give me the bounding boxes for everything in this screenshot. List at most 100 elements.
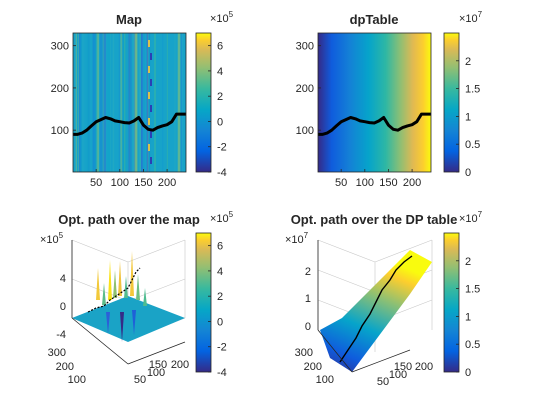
y-tick-label: 200 bbox=[56, 361, 74, 373]
surface-spike bbox=[130, 251, 134, 296]
heatmap-stripe bbox=[95, 33, 98, 172]
panel-dptable-title: dpTable bbox=[350, 12, 399, 27]
y-tick-label: 300 bbox=[48, 347, 66, 359]
colorbar-tick-label: 6 bbox=[217, 241, 223, 253]
heatmap-spike bbox=[150, 131, 152, 138]
colorbar-tick-label: 2 bbox=[465, 56, 471, 68]
panel-map: Map 50 100 150 200 100 200 300 -4 -2 0 2 4 6 ×105 bbox=[51, 10, 234, 189]
colorbar-tick-label: -4 bbox=[217, 367, 227, 379]
surface-dp-colorbar bbox=[443, 232, 460, 373]
map-colorbar-exponent: ×105 bbox=[210, 10, 234, 25]
map-optimal-path bbox=[73, 112, 186, 136]
surface-spike bbox=[136, 274, 140, 300]
heatmap-stripe bbox=[147, 33, 150, 172]
x-tick-label: 150 bbox=[379, 177, 397, 189]
heatmap-stripe bbox=[75, 33, 77, 172]
x-tick-label: 50 bbox=[377, 376, 389, 388]
colorbar-tick-label: 1 bbox=[465, 311, 471, 323]
surface-spike bbox=[120, 312, 124, 342]
x-tick-label: 150 bbox=[134, 177, 152, 189]
heatmap-stripe bbox=[177, 33, 181, 172]
y-tick-label: 300 bbox=[295, 347, 313, 359]
y-tick-label: 300 bbox=[296, 41, 314, 53]
heatmap-spike bbox=[150, 53, 152, 60]
heatmap-stripe bbox=[80, 33, 82, 172]
heatmap-stripe bbox=[174, 33, 176, 172]
x-tick-label: 100 bbox=[111, 177, 129, 189]
heatmap-stripe bbox=[146, 33, 149, 172]
z-tick-label: 0 bbox=[60, 301, 66, 313]
colorbar-tick-label: 0 bbox=[217, 316, 223, 328]
dptable-x-ticks: 50 100 150 200 bbox=[335, 169, 421, 189]
heatmap-stripe bbox=[107, 33, 111, 172]
surface-spike bbox=[143, 288, 147, 306]
heatmap-stripe bbox=[97, 33, 99, 172]
surface-map-z-exponent: ×105 bbox=[40, 231, 64, 246]
z-tick-label: 4 bbox=[60, 273, 66, 285]
panel-3d-dptable: Opt. path over the DP table ×107 2 1 0 300 2… bbox=[285, 210, 483, 388]
colorbar-tick-label: 4 bbox=[217, 266, 223, 278]
panel-3d-map-title: Opt. path over the map bbox=[58, 212, 200, 227]
x-tick-label: 200 bbox=[171, 359, 189, 371]
surface-dp-optimal-path bbox=[339, 255, 413, 363]
heatmap-stripe bbox=[88, 33, 90, 172]
map-heatmap-stripes bbox=[75, 33, 184, 172]
dptable-optimal-path bbox=[318, 112, 431, 136]
colorbar-tick-label: 0 bbox=[465, 167, 471, 179]
heatmap-spike bbox=[148, 144, 150, 151]
dptable-colorbar-ticks: 0 0.5 1 1.5 2 bbox=[456, 56, 480, 179]
panel-map-title: Map bbox=[116, 12, 142, 27]
surface-map-colorbar-exponent: ×105 bbox=[210, 210, 234, 225]
colorbar-tick-label: 2 bbox=[465, 256, 471, 268]
heatmap-stripe bbox=[87, 33, 90, 172]
x-tick-label: 100 bbox=[147, 367, 165, 379]
x-tick-label: 100 bbox=[356, 177, 374, 189]
y-tick-label: 200 bbox=[304, 361, 322, 373]
surface-dp-colorbar-ticks: 0 0.5 1 1.5 2 bbox=[456, 256, 480, 379]
heatmap-stripe bbox=[143, 33, 145, 172]
heatmap-stripe bbox=[127, 33, 129, 172]
surface-map-colorbar bbox=[195, 232, 212, 373]
heatmap-stripe bbox=[93, 33, 96, 172]
heatmap-spike bbox=[148, 40, 150, 47]
surface-map-axes bbox=[71, 240, 186, 365]
panel-3d-map: Opt. path over the map ×105 4 0 -4 300 200 10… bbox=[40, 210, 234, 386]
heatmap-stripe bbox=[162, 33, 164, 172]
surface-map-optimal-path bbox=[87, 267, 141, 313]
z-tick-label: -4 bbox=[56, 329, 66, 341]
heatmap-stripe bbox=[134, 33, 138, 172]
y-tick-label: 100 bbox=[316, 374, 334, 386]
x-tick-label: 200 bbox=[415, 361, 433, 373]
heatmap-spike bbox=[148, 66, 150, 73]
colorbar-tick-label: 2 bbox=[217, 291, 223, 303]
colorbar-tick-label: -4 bbox=[217, 167, 227, 179]
surface-map-plane bbox=[72, 296, 185, 342]
dptable-axes-box bbox=[317, 32, 432, 173]
colorbar-tick-label: -2 bbox=[217, 142, 227, 154]
dptable-heatmap bbox=[318, 33, 431, 172]
z-tick-label: 0 bbox=[305, 321, 311, 333]
colorbar-tick-label: 0.5 bbox=[465, 339, 480, 351]
x-tick-label: 50 bbox=[134, 374, 146, 386]
colorbar-tick-label: 0.5 bbox=[465, 139, 480, 151]
heatmap-stripe bbox=[86, 33, 89, 172]
heatmap-spike bbox=[150, 79, 152, 86]
x-tick-label: 150 bbox=[149, 359, 167, 371]
surface-spike bbox=[96, 268, 100, 300]
colorbar-tick-label: 2 bbox=[217, 91, 223, 103]
dptable-y-ticks: 100 200 300 bbox=[296, 41, 321, 137]
surface-spike bbox=[113, 270, 117, 298]
heatmap-stripe bbox=[110, 33, 112, 172]
z-tick-label: 1 bbox=[305, 293, 311, 305]
heatmap-spike bbox=[148, 92, 150, 99]
surface-spike bbox=[108, 260, 112, 300]
colorbar-tick-label: 1 bbox=[465, 111, 471, 123]
map-x-ticks: 50 100 150 200 bbox=[90, 169, 176, 189]
surface-dp-plane bbox=[320, 250, 432, 372]
surface-dp-axes bbox=[317, 240, 411, 373]
colorbar-tick-label: 1.5 bbox=[465, 284, 480, 296]
y-tick-label: 300 bbox=[51, 41, 69, 53]
z-tick-label: 2 bbox=[305, 266, 311, 278]
